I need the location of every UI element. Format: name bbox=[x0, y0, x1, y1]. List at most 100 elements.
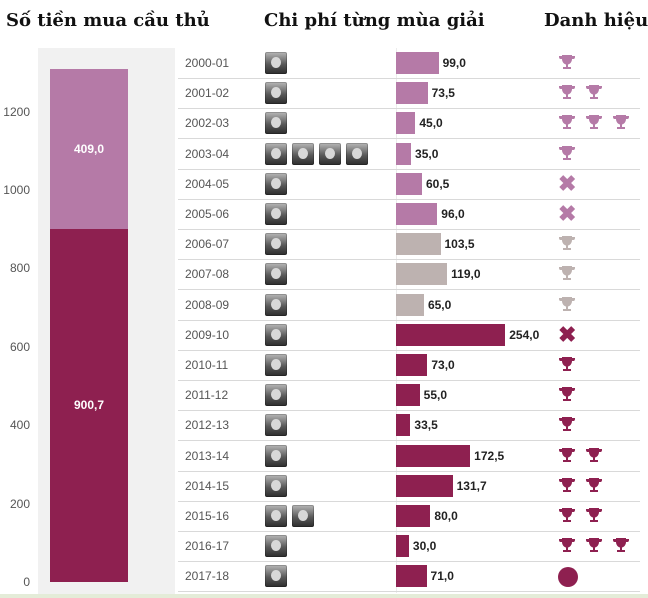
coach-photo bbox=[265, 474, 287, 497]
season-cost-bar bbox=[396, 323, 506, 346]
season-cost-bar bbox=[396, 233, 441, 256]
season-row: 2004-05 60,5 ✖ bbox=[178, 169, 640, 200]
season-cost-label: 71,0 bbox=[430, 569, 454, 584]
stack-segment-base: 900,7 bbox=[50, 228, 128, 582]
trophy-icon bbox=[585, 114, 603, 137]
season-label: 2010-11 bbox=[185, 358, 229, 372]
coach-photo bbox=[319, 142, 341, 165]
season-cost-label: 99,0 bbox=[442, 56, 466, 70]
stack-segment-label: 409,0 bbox=[73, 141, 105, 156]
season-cost-label: 60,5 bbox=[426, 176, 450, 191]
stack-segment-label: 900,7 bbox=[73, 398, 105, 413]
cross-icon: ✖ bbox=[558, 170, 577, 196]
season-label: 2002-03 bbox=[185, 116, 230, 131]
season-cost-label: 80,0 bbox=[434, 509, 458, 523]
trophy-icon bbox=[558, 416, 576, 439]
season-row: 2015-16 80,0 bbox=[178, 501, 640, 532]
y-tick-label: 1200 bbox=[3, 104, 30, 119]
season-cost-bar bbox=[396, 474, 453, 497]
coach-photo bbox=[265, 354, 287, 376]
season-cost-label: 33,5 bbox=[414, 418, 438, 433]
cross-icon: ✖ bbox=[558, 321, 577, 347]
coach-photo bbox=[265, 535, 287, 558]
season-cost-bar bbox=[396, 82, 428, 105]
coach-photo bbox=[265, 263, 287, 286]
season-row: 2012-13 33,5 bbox=[178, 410, 640, 442]
trophy-icon bbox=[558, 537, 576, 560]
coach-photo bbox=[346, 142, 368, 165]
coach-photo bbox=[265, 414, 287, 437]
trophy-icon bbox=[585, 477, 603, 500]
season-row: 2000-01 99,0 bbox=[178, 48, 640, 79]
season-row: 2017-18 71,0 bbox=[178, 561, 640, 593]
trophy-icon bbox=[558, 447, 576, 470]
cross-icon: ✖ bbox=[558, 201, 577, 226]
coach-photo bbox=[265, 203, 287, 225]
y-tick-label: 800 bbox=[9, 261, 30, 276]
season-row: 2011-12 55,0 bbox=[178, 380, 640, 412]
stack-segment-top: 409,0 bbox=[50, 68, 128, 229]
trophy-icon bbox=[558, 114, 576, 137]
season-label: 2001-02 bbox=[185, 86, 230, 101]
season-cost-bar bbox=[396, 535, 409, 558]
season-label: 2008-09 bbox=[185, 297, 230, 312]
bottom-strip bbox=[0, 594, 648, 598]
season-row: 2006-07 103,5 bbox=[178, 229, 640, 261]
season-label: 2012-13 bbox=[185, 418, 230, 433]
season-row: 2008-09 65,0 bbox=[178, 290, 640, 321]
season-cost-bar bbox=[396, 384, 420, 407]
trophy-icon bbox=[558, 145, 576, 168]
season-label: 2011-12 bbox=[185, 388, 229, 403]
trophy-icon bbox=[558, 356, 576, 379]
season-row: 2003-04 35,0 bbox=[178, 139, 640, 170]
season-cost-label: 119,0 bbox=[451, 267, 481, 282]
season-cost-bar bbox=[396, 52, 439, 74]
season-label: 2017-18 bbox=[185, 569, 230, 584]
y-tick-label: 0 bbox=[23, 575, 30, 589]
season-cost-label: 73,0 bbox=[431, 358, 455, 372]
season-row: 2007-08 119,0 bbox=[178, 259, 640, 291]
coach-photo bbox=[265, 293, 287, 316]
season-cost-label: 30,0 bbox=[412, 539, 437, 554]
coach-photo bbox=[265, 505, 287, 527]
season-row: 2005-06 96,0 ✖ bbox=[178, 199, 640, 230]
season-cost-bar bbox=[396, 293, 424, 316]
trophy-icon bbox=[558, 54, 576, 77]
trophy-icon bbox=[585, 84, 603, 107]
total-spending-chart: 0 200 400 600 800 1000 1200 900,7 409,0 bbox=[0, 48, 175, 596]
trophy-icon bbox=[612, 537, 630, 560]
coach-photo bbox=[265, 82, 287, 105]
season-label: 2009-10 bbox=[185, 327, 230, 342]
trophy-icon bbox=[585, 507, 603, 530]
coach-photo bbox=[265, 142, 287, 165]
trophy-icon bbox=[558, 235, 576, 258]
trophy-icon bbox=[558, 84, 576, 107]
season-row: 2009-10 254,0 ✖ bbox=[178, 320, 640, 351]
trophy-icon bbox=[558, 265, 576, 288]
coach-photo bbox=[265, 384, 287, 407]
season-label: 2014-15 bbox=[185, 478, 230, 493]
season-cost-label: 103,5 bbox=[444, 237, 475, 252]
y-tick-label: 400 bbox=[9, 418, 30, 433]
coach-photo bbox=[265, 112, 287, 135]
coach-photo bbox=[265, 52, 287, 74]
season-row: 2002-03 45,0 bbox=[178, 108, 640, 140]
season-cost-label: 55,0 bbox=[423, 388, 447, 403]
season-cost-bar bbox=[396, 142, 412, 165]
season-cost-label: 96,0 bbox=[441, 207, 465, 221]
season-cost-label: 73,5 bbox=[431, 86, 455, 101]
season-cost-bar bbox=[396, 172, 422, 195]
coach-photo bbox=[265, 172, 287, 195]
season-cost-bar bbox=[396, 263, 448, 286]
season-cost-bar bbox=[396, 505, 431, 527]
season-label: 2015-16 bbox=[185, 509, 230, 523]
season-cost-bar bbox=[396, 112, 416, 135]
coach-photo bbox=[292, 142, 314, 165]
coach-photo bbox=[265, 323, 287, 346]
trophy-icon bbox=[585, 447, 603, 470]
trophy-icon bbox=[612, 114, 630, 137]
season-cost-label: 35,0 bbox=[415, 146, 439, 161]
season-label: 2000-01 bbox=[185, 56, 230, 70]
season-cost-bar bbox=[396, 203, 438, 225]
season-cost-bar bbox=[396, 444, 471, 467]
